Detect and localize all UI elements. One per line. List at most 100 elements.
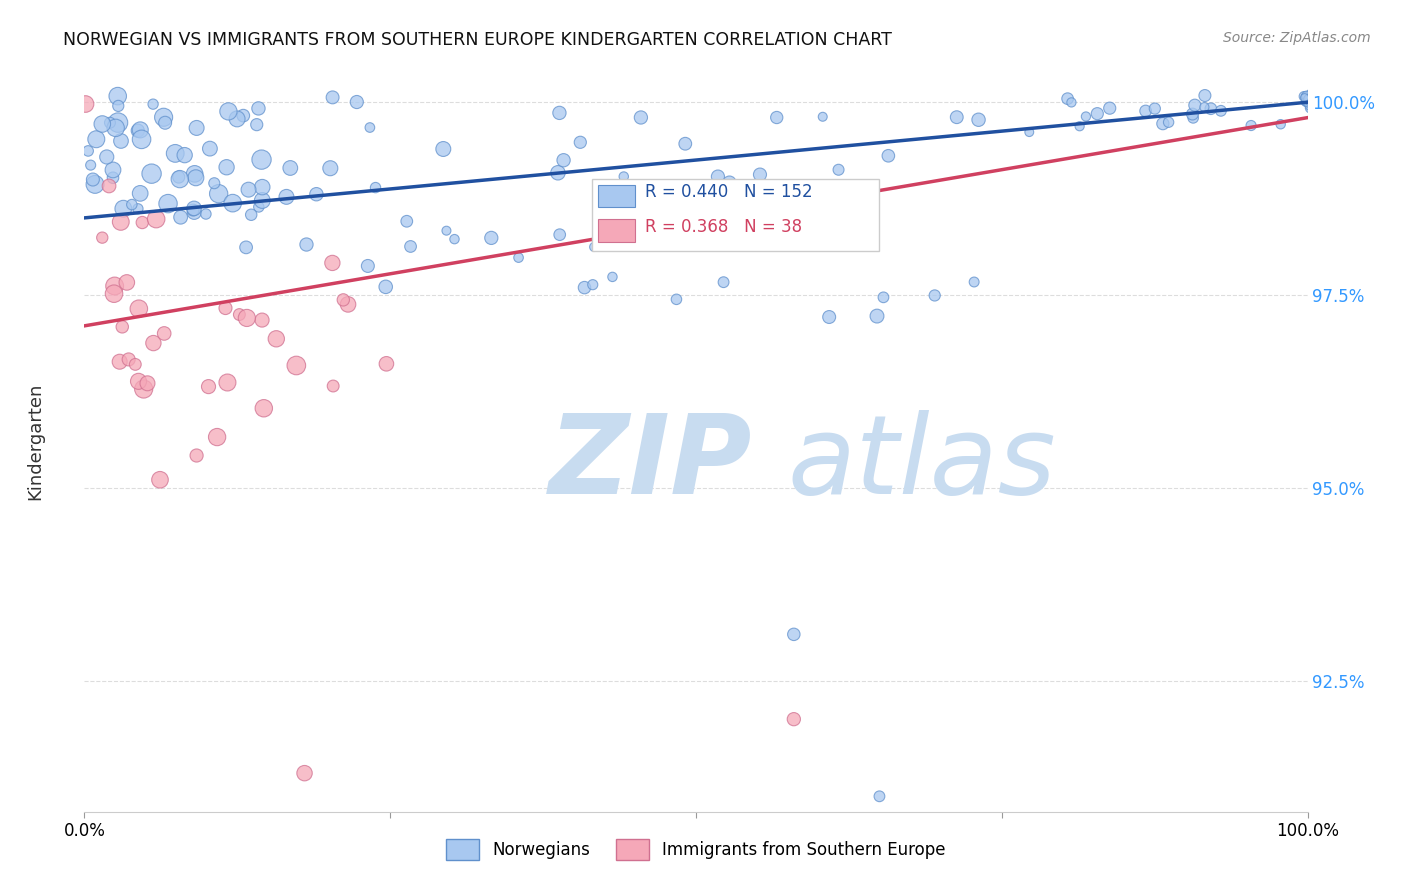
Point — [136, 376, 159, 391]
Point — [479, 231, 502, 245]
Point — [250, 153, 273, 167]
Point — [96, 150, 118, 164]
Point — [142, 336, 165, 351]
Point — [596, 188, 619, 202]
Point — [1299, 98, 1322, 112]
Point — [101, 170, 124, 185]
Point — [872, 290, 894, 304]
Point — [124, 358, 146, 372]
Point — [183, 167, 205, 181]
Point — [217, 104, 239, 119]
Point — [173, 148, 195, 162]
Point — [574, 280, 596, 294]
Point — [818, 310, 841, 324]
Point — [924, 288, 946, 302]
Point — [101, 163, 124, 178]
Point — [1295, 88, 1317, 103]
Point — [364, 180, 387, 194]
Point — [84, 132, 107, 146]
Point — [432, 142, 454, 156]
Point — [107, 115, 129, 129]
Point — [1240, 119, 1263, 133]
Point — [149, 473, 172, 487]
Point — [276, 190, 298, 204]
Point — [1299, 101, 1322, 115]
Point — [205, 430, 228, 444]
Point — [1295, 90, 1317, 104]
FancyBboxPatch shape — [592, 178, 880, 252]
Point — [749, 168, 772, 182]
Point — [131, 132, 153, 146]
Point — [1194, 100, 1216, 114]
Text: R = 0.368   N = 38: R = 0.368 N = 38 — [644, 218, 801, 235]
Point — [294, 766, 316, 780]
Point — [128, 301, 150, 316]
Point — [111, 319, 134, 334]
Point — [1295, 90, 1317, 104]
Point — [1157, 115, 1180, 129]
Point — [375, 357, 398, 371]
Point — [1299, 94, 1322, 108]
Point — [165, 146, 187, 161]
Point — [1209, 103, 1232, 118]
Point — [250, 313, 273, 327]
Text: Kindergarten: Kindergarten — [27, 383, 45, 500]
Point — [305, 187, 328, 202]
Point — [1194, 88, 1216, 103]
Point — [665, 293, 688, 307]
Point — [707, 169, 730, 184]
Point — [548, 227, 571, 242]
FancyBboxPatch shape — [598, 219, 636, 242]
Point — [1056, 92, 1078, 106]
Point — [337, 297, 360, 311]
Point — [91, 117, 114, 131]
Point — [153, 326, 176, 341]
Point — [1294, 90, 1316, 104]
Point — [112, 202, 135, 216]
Point — [104, 279, 127, 293]
Point — [1018, 125, 1040, 139]
Point — [1298, 93, 1320, 107]
Text: NORWEGIAN VS IMMIGRANTS FROM SOUTHERN EUROPE KINDERGARTEN CORRELATION CHART: NORWEGIAN VS IMMIGRANTS FROM SOUTHERN EU… — [63, 31, 893, 49]
Point — [967, 112, 990, 127]
Point — [252, 180, 274, 194]
Point — [321, 256, 343, 270]
Point — [246, 118, 269, 132]
Point — [1299, 92, 1322, 106]
Point — [547, 166, 569, 180]
Point — [107, 99, 129, 113]
Point — [235, 240, 257, 254]
Point — [582, 277, 605, 292]
Point — [103, 286, 125, 301]
Point — [1299, 97, 1322, 112]
Point — [121, 197, 143, 211]
Point — [1069, 120, 1091, 134]
Point — [198, 142, 221, 156]
Point — [866, 309, 889, 323]
Point — [783, 712, 806, 726]
Point — [127, 123, 149, 137]
Point — [215, 161, 238, 175]
Point — [238, 183, 260, 197]
Point — [131, 215, 153, 229]
Point — [295, 237, 318, 252]
Point — [1181, 107, 1204, 121]
Point — [197, 379, 219, 393]
Point — [247, 200, 270, 214]
Point — [181, 202, 204, 217]
Point — [228, 308, 250, 322]
Point — [266, 332, 288, 346]
Point — [613, 169, 636, 184]
Point — [1299, 89, 1322, 103]
Point — [132, 382, 155, 396]
Point — [630, 111, 652, 125]
Point — [186, 449, 208, 463]
Point — [127, 202, 149, 216]
Point — [226, 112, 249, 126]
Point — [357, 259, 380, 273]
Point — [98, 178, 121, 193]
Point — [399, 239, 422, 253]
Point — [1143, 102, 1166, 116]
Point — [236, 310, 259, 325]
Point — [128, 375, 150, 389]
